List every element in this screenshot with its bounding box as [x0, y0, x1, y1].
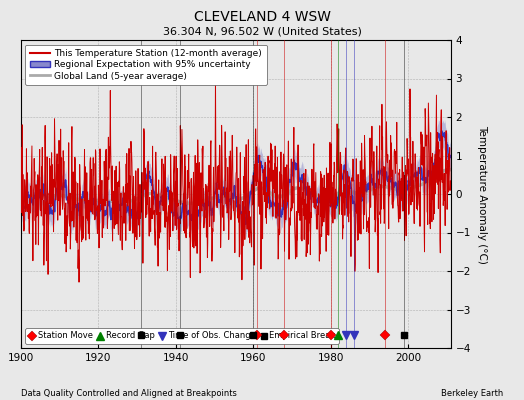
Text: CLEVELAND 4 WSW: CLEVELAND 4 WSW	[193, 10, 331, 24]
Text: Berkeley Earth: Berkeley Earth	[441, 389, 503, 398]
Y-axis label: Temperature Anomaly (°C): Temperature Anomaly (°C)	[477, 124, 487, 264]
Text: Data Quality Controlled and Aligned at Breakpoints: Data Quality Controlled and Aligned at B…	[21, 389, 237, 398]
Text: 36.304 N, 96.502 W (United States): 36.304 N, 96.502 W (United States)	[162, 26, 362, 36]
Legend: Station Move, Record Gap, Time of Obs. Change, Empirical Break: Station Move, Record Gap, Time of Obs. C…	[25, 328, 339, 344]
